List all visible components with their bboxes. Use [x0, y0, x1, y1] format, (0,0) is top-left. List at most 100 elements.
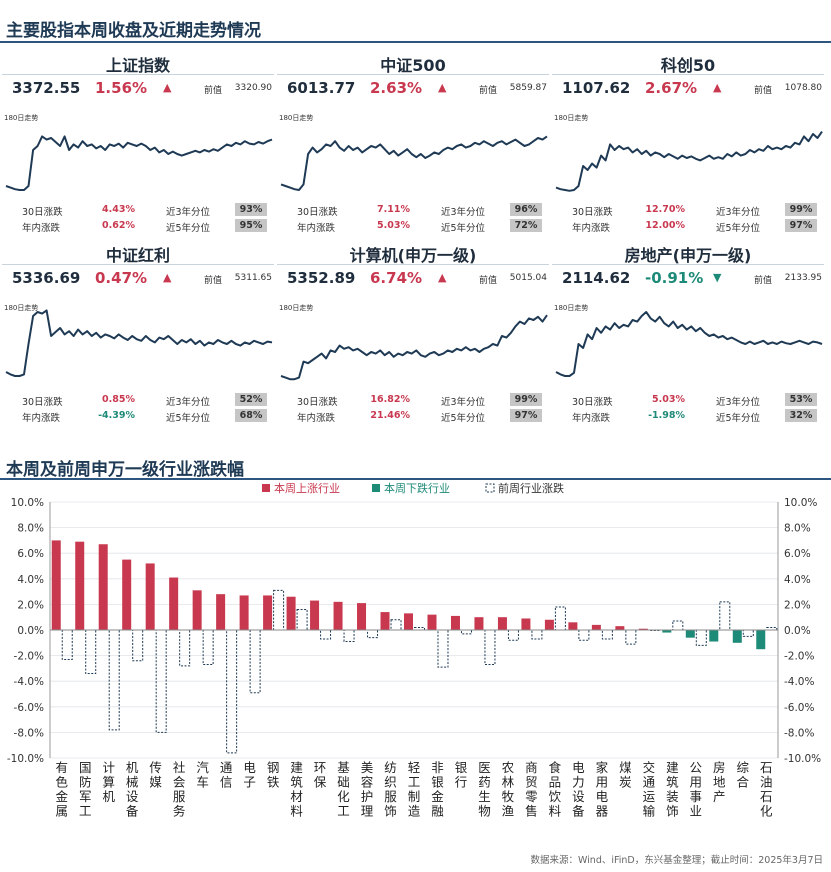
x-tick-label: 轻工制造: [408, 760, 421, 819]
panel-divider: [277, 264, 549, 265]
legend-swatch-up: [262, 484, 270, 492]
y-tick-label-right: -6.0%: [784, 702, 814, 714]
stat-label-ytd: 年内涨跌: [297, 413, 336, 424]
x-tick-label: 有色金属: [55, 760, 68, 819]
panel-title: 中证500: [380, 56, 446, 75]
stat-label-30d: 30日涨跌: [22, 397, 63, 408]
stat-badge-p3: 53%: [785, 393, 817, 406]
y-tick-label-left: 6.0%: [17, 548, 44, 560]
bar-this-week: [239, 595, 249, 630]
section-title-industries: 本周及前周申万一级行业涨跌幅: [6, 460, 244, 480]
bar-this-week: [98, 544, 108, 630]
x-tick-label: 非银金融: [431, 760, 444, 819]
bar-prev-week: [390, 619, 402, 631]
x-tick-label: 家用电器: [596, 760, 609, 819]
trend-line: [280, 135, 548, 191]
stat-value-30d: 0.85%: [102, 394, 135, 405]
stat-label-p5: 近5年分位: [716, 413, 761, 424]
y-tick-label-left: -8.0%: [14, 727, 44, 739]
legend-swatch-prev: [485, 483, 495, 493]
stat-label-p3: 近3年分位: [441, 397, 486, 408]
stat-badge-p3: 99%: [785, 203, 817, 216]
bar-prev-week: [296, 609, 308, 631]
x-tick-label: 建筑装饰: [666, 760, 679, 819]
x-tick-label: 通信: [220, 760, 233, 790]
trend-label: 180日走势: [279, 303, 313, 312]
trend-chart: 180日走势: [4, 113, 273, 191]
x-tick-label: 机械设备: [126, 760, 139, 819]
bar-prev-week: [226, 629, 238, 754]
bar-prev-week: [484, 629, 496, 666]
prev-label: 前值: [754, 86, 773, 96]
bar-prev-week: [320, 629, 332, 640]
x-tick-label: 煤炭: [619, 760, 632, 790]
stat-label-30d: 30日涨跌: [572, 207, 613, 218]
x-tick-label: 传媒: [149, 760, 162, 790]
bar-this-week: [662, 630, 672, 633]
bar-this-week: [450, 615, 460, 630]
panel-change-pct: 6.74%: [370, 269, 423, 287]
legend-swatch-down: [372, 484, 380, 492]
triangle-down-icon: ▼: [713, 271, 722, 284]
stat-value-30d: 7.11%: [377, 204, 410, 215]
bar-this-week: [192, 590, 202, 630]
bar-prev-week: [460, 629, 472, 635]
stat-badge-p5: 97%: [510, 409, 542, 422]
panel-change-pct: 0.47%: [95, 269, 148, 287]
prev-value: 5311.65: [234, 273, 272, 283]
triangle-up-icon: ▲: [163, 271, 172, 284]
triangle-up-icon: ▲: [438, 81, 447, 94]
y-tick-label-right: -2.0%: [784, 651, 814, 663]
panel-price: 6013.77: [287, 79, 356, 97]
y-tick-label-right: -10.0%: [784, 753, 821, 765]
y-tick-label-right: 8.0%: [784, 523, 811, 535]
bar-this-week: [756, 630, 766, 650]
y-tick-label-left: -2.0%: [14, 651, 44, 663]
panel-change-pct: 1.56%: [95, 79, 148, 97]
trend-chart: 180日走势: [279, 113, 548, 191]
y-tick-label-left: 8.0%: [17, 523, 44, 535]
section-title-indices: 主要股指本周收盘及近期走势情况: [6, 21, 261, 41]
index-panel: 科创50 1107.62 2.67% ▲ 前值 1078.80 180日走势 3…: [552, 52, 824, 248]
legend-up: 本周上涨行业: [274, 481, 340, 495]
section-underline-1: [0, 41, 831, 43]
stat-label-p5: 近5年分位: [441, 413, 486, 424]
bar-prev-week: [343, 629, 355, 643]
prev-label: 前值: [479, 86, 498, 96]
stat-label-p5: 近5年分位: [166, 413, 211, 424]
index-panel: 房地产(申万一级) 2114.62 -0.91% ▼ 前值 2133.95 18…: [552, 242, 824, 438]
panel-divider: [2, 74, 274, 75]
trend-chart: 180日走势: [554, 303, 823, 377]
x-tick-label: 石油石化: [760, 760, 773, 819]
stat-badge-p5: 95%: [235, 219, 267, 232]
stat-value-ytd: 12.00%: [645, 220, 685, 231]
panel-title: 计算机(申万一级): [349, 246, 477, 265]
prev-label: 前值: [204, 86, 223, 96]
x-tick-label: 电子: [243, 760, 256, 790]
bar-prev-week: [625, 629, 637, 645]
index-panel: 中证500 6013.77 2.63% ▲ 前值 5859.87 180日走势 …: [277, 52, 549, 248]
panel-title: 上证指数: [105, 56, 170, 75]
stat-label-p5: 近5年分位: [441, 223, 486, 234]
industry-bar-chart: 本周上涨行业 本周下跌行业 前周行业涨跌 10.0% 10.0% 8.0% 8.0% 6.0%…: [7, 481, 821, 819]
trend-line: [555, 131, 823, 192]
index-panel: 中证红利 5336.69 0.47% ▲ 前值 5311.65 180日走势 3…: [2, 242, 274, 438]
index-panel: 计算机(申万一级) 5352.89 6.74% ▲ 前值 5015.04 180…: [277, 242, 549, 438]
stat-label-ytd: 年内涨跌: [572, 223, 611, 234]
stat-badge-p5: 72%: [510, 219, 542, 232]
stat-badge-p3: 99%: [510, 393, 542, 406]
trend-label: 180日走势: [4, 113, 38, 122]
source-note: 数据来源：Wind、iFinD，东兴基金整理；截止时间：2025年3月7日: [530, 855, 823, 866]
stat-value-30d: 5.03%: [652, 394, 685, 405]
stat-label-30d: 30日涨跌: [297, 397, 338, 408]
stat-label-ytd: 年内涨跌: [572, 413, 611, 424]
y-tick-label-left: -4.0%: [14, 676, 44, 688]
bar-prev-week: [695, 629, 707, 646]
stat-badge-p5: 68%: [235, 409, 267, 422]
y-tick-label-right: -4.0%: [784, 676, 814, 688]
bar-prev-week: [531, 629, 543, 640]
trend-chart: 180日走势: [4, 303, 273, 377]
panel-title: 科创50: [660, 56, 716, 75]
trend-label: 180日走势: [554, 113, 588, 122]
bar-this-week: [497, 617, 507, 630]
